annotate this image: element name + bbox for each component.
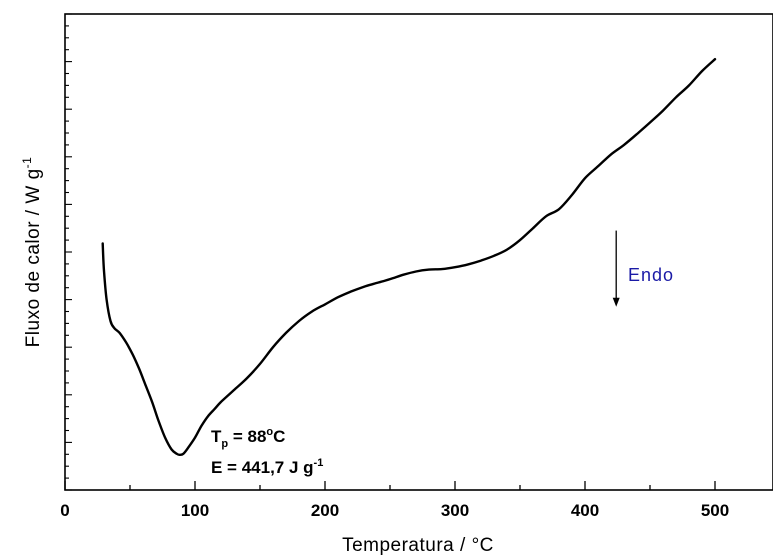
y-axis-ticks: [65, 13, 72, 491]
x-tick-label: 100: [181, 501, 209, 520]
y-axis-title: Fluxo de calor / W g-1: [20, 157, 44, 348]
series-line-dsc: [101, 58, 717, 457]
x-tick-label: 0: [60, 501, 69, 520]
annotation-enthalpy: E = 441,7 J g-1: [211, 457, 323, 477]
x-axis-title: Temperatura / °C: [342, 535, 494, 556]
x-tick-label: 200: [311, 501, 339, 520]
x-tick-label: 300: [441, 501, 469, 520]
annotation-peak-temperature: Tp = 88oC: [211, 426, 285, 450]
x-axis-ticks: [64, 481, 716, 490]
endo-label: Endo: [628, 265, 674, 285]
x-tick-label: 400: [571, 501, 599, 520]
x-tick-label: 500: [701, 501, 729, 520]
endo-arrow-head: [612, 297, 620, 307]
x-axis-tick-labels: 0 100 200 300 400 500: [60, 501, 729, 520]
plot-frame: [64, 13, 773, 491]
